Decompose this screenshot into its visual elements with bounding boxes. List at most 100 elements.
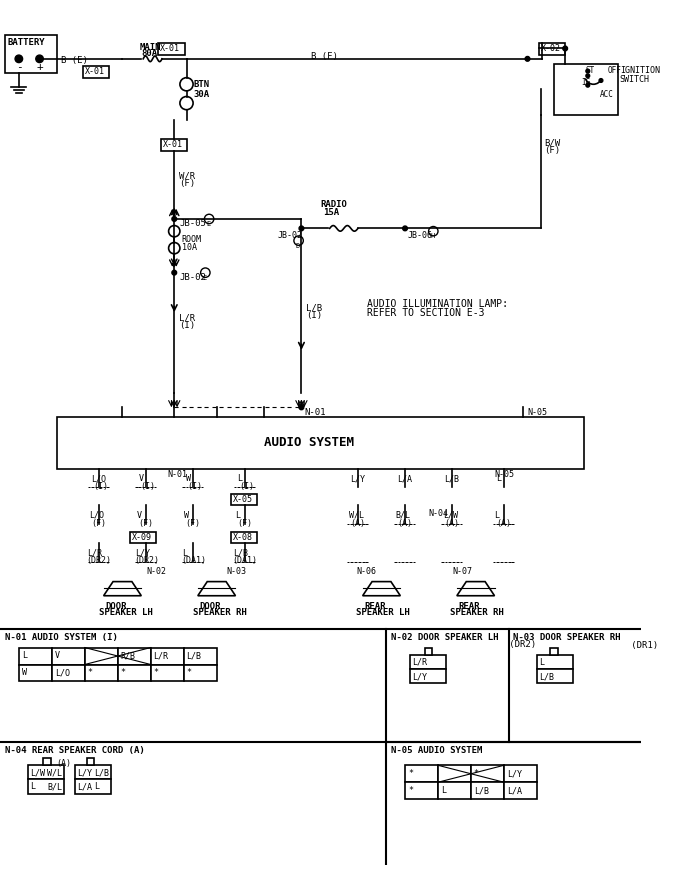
- Bar: [86, 757, 95, 765]
- Text: L/O: L/O: [90, 511, 105, 520]
- Text: X-09: X-09: [132, 533, 152, 542]
- Text: JB-05: JB-05: [180, 219, 207, 228]
- Text: JB-06: JB-06: [408, 231, 433, 241]
- Text: L/B: L/B: [234, 549, 249, 558]
- Text: (F): (F): [91, 519, 106, 527]
- Text: L/R: L/R: [179, 313, 195, 323]
- Text: L/Y: L/Y: [411, 672, 426, 681]
- Text: *: *: [474, 769, 479, 778]
- Text: N-01: N-01: [304, 408, 326, 417]
- Text: L/B: L/B: [95, 768, 109, 777]
- Text: AUDIO ILLUMINATION LAMP:: AUDIO ILLUMINATION LAMP:: [367, 299, 509, 309]
- Text: B (E): B (E): [61, 56, 88, 65]
- Bar: [29, 765, 64, 780]
- Text: W: W: [22, 668, 27, 677]
- Text: D: D: [296, 242, 300, 249]
- Text: SPEAKER LH: SPEAKER LH: [356, 608, 410, 617]
- Bar: [539, 43, 565, 55]
- Text: ROOM: ROOM: [182, 235, 202, 244]
- Bar: [56, 417, 584, 469]
- Circle shape: [525, 56, 530, 61]
- Text: 10A: 10A: [182, 242, 197, 251]
- Text: L/O: L/O: [54, 668, 69, 677]
- Text: (I): (I): [188, 482, 203, 491]
- Text: (A): (A): [56, 759, 71, 768]
- Text: N-02 DOOR SPEAKER LH: N-02 DOOR SPEAKER LH: [391, 634, 498, 642]
- Bar: [85, 648, 118, 665]
- Text: JB-02: JB-02: [180, 273, 207, 282]
- Text: RADIO: RADIO: [320, 200, 347, 209]
- Text: L/Y: L/Y: [78, 768, 92, 777]
- Bar: [19, 648, 52, 665]
- Circle shape: [599, 78, 603, 82]
- Bar: [550, 648, 558, 655]
- Text: DOOR: DOOR: [200, 602, 221, 611]
- Circle shape: [299, 226, 304, 231]
- Text: (DR2): (DR2): [86, 556, 112, 565]
- Text: L/R: L/R: [411, 658, 426, 666]
- Text: +: +: [37, 61, 44, 71]
- Text: L/Y: L/Y: [507, 769, 522, 778]
- Text: L/O: L/O: [91, 474, 106, 483]
- Text: (I): (I): [179, 321, 195, 330]
- Text: (I): (I): [239, 482, 254, 491]
- Text: N-02: N-02: [146, 568, 166, 576]
- Text: (F): (F): [186, 519, 201, 527]
- Circle shape: [586, 84, 590, 87]
- Text: W/L: W/L: [47, 768, 62, 777]
- Text: ST: ST: [586, 66, 595, 76]
- Bar: [184, 665, 217, 682]
- Text: (DA1): (DA1): [181, 556, 206, 565]
- Text: V: V: [139, 474, 143, 483]
- Text: (A): (A): [398, 519, 413, 527]
- Bar: [29, 780, 64, 794]
- Text: B/W: B/W: [545, 139, 560, 148]
- Text: L: L: [235, 511, 241, 520]
- Text: X-08: X-08: [233, 533, 253, 542]
- Text: JB-02: JB-02: [278, 231, 303, 241]
- Text: L/B: L/B: [445, 474, 460, 483]
- Bar: [161, 139, 188, 151]
- Bar: [410, 655, 445, 669]
- Text: X-05: X-05: [233, 495, 253, 504]
- Text: 15A: 15A: [323, 208, 339, 217]
- Text: (A): (A): [445, 519, 460, 527]
- Text: 80A: 80A: [141, 49, 157, 59]
- Bar: [83, 66, 109, 78]
- Text: L: L: [237, 474, 242, 483]
- Text: N-04 REAR SPEAKER CORD (A): N-04 REAR SPEAKER CORD (A): [5, 747, 144, 756]
- Text: N-03 DOOR SPEAKER RH: N-03 DOOR SPEAKER RH: [513, 634, 621, 642]
- Text: L: L: [95, 782, 99, 791]
- Bar: [44, 757, 51, 765]
- Bar: [504, 765, 537, 782]
- Bar: [504, 782, 537, 799]
- Bar: [405, 765, 438, 782]
- Bar: [158, 43, 185, 55]
- Text: SPEAKER LH: SPEAKER LH: [99, 608, 152, 617]
- Text: N-01 AUDIO SYSTEM (I): N-01 AUDIO SYSTEM (I): [5, 634, 118, 642]
- Bar: [130, 532, 156, 543]
- Text: L/B: L/B: [306, 304, 322, 313]
- Bar: [554, 63, 618, 115]
- Text: (F): (F): [139, 519, 154, 527]
- Bar: [537, 669, 573, 683]
- Text: IG: IG: [581, 78, 590, 86]
- Text: (F): (F): [237, 519, 252, 527]
- Bar: [75, 765, 111, 780]
- Text: (F): (F): [179, 179, 195, 188]
- Text: L/R: L/R: [154, 651, 169, 660]
- Text: V: V: [137, 511, 141, 520]
- Text: IGNITION: IGNITION: [619, 66, 660, 76]
- Text: L: L: [182, 549, 187, 558]
- Text: *: *: [408, 769, 413, 778]
- Bar: [231, 532, 257, 543]
- Text: (DR2): (DR2): [134, 556, 158, 565]
- Text: L/A: L/A: [507, 786, 522, 795]
- Text: (DR1): (DR1): [513, 641, 658, 650]
- Text: L/R: L/R: [88, 549, 103, 558]
- Text: (I): (I): [140, 482, 155, 491]
- Text: (I): (I): [306, 311, 322, 320]
- Circle shape: [36, 55, 44, 62]
- Circle shape: [15, 55, 22, 62]
- Text: L/B: L/B: [539, 672, 554, 681]
